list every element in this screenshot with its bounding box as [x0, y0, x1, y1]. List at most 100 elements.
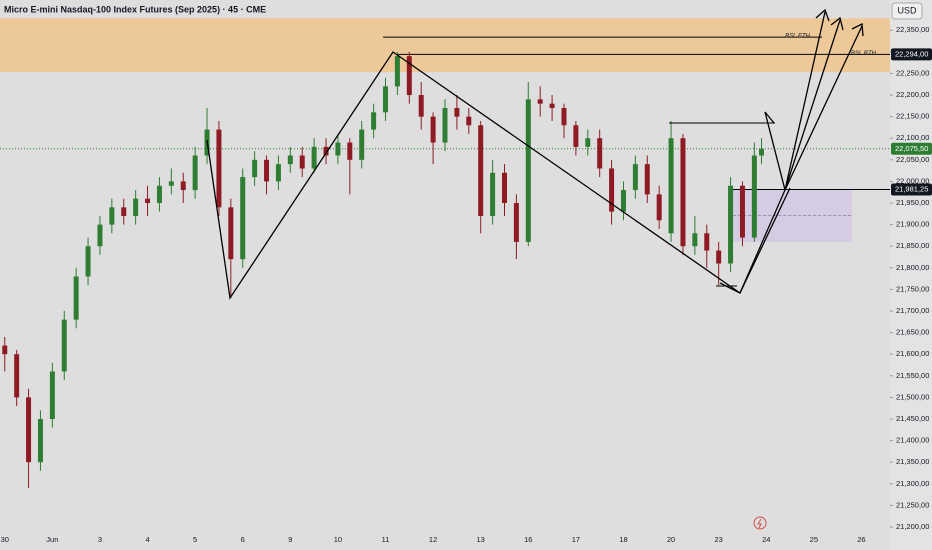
- candle-body: [192, 155, 198, 191]
- candle-body: [585, 138, 591, 147]
- candle-body: [264, 159, 270, 182]
- y-tick-label: 21,700,00: [896, 306, 929, 315]
- y-tick-label: 22,050,00: [896, 155, 929, 164]
- candle-body: [751, 155, 757, 238]
- replay-icon: [753, 516, 767, 530]
- price-badge-label: 22,294,00: [895, 49, 928, 58]
- candle-body: [156, 185, 162, 204]
- candle-body: [549, 103, 555, 108]
- candle-body: [383, 86, 389, 113]
- price-badge: [891, 183, 932, 196]
- x-tick-label: 3: [98, 535, 102, 544]
- candle-body: [632, 164, 638, 191]
- candle-body: [418, 95, 424, 117]
- candle-body: [49, 371, 55, 419]
- y-tick-label: 22,100,00: [896, 133, 929, 142]
- zone: [0, 18, 890, 73]
- candle-body: [490, 172, 496, 216]
- candle-body: [180, 181, 186, 191]
- zigzag-leg: [719, 282, 741, 294]
- candle-body: [228, 207, 234, 260]
- arrow-head: [830, 16, 844, 31]
- candle-body: [394, 56, 400, 87]
- y-tick-label: 22,350,00: [896, 25, 929, 34]
- candle-body: [168, 181, 174, 186]
- y-tick-label: 21,500,00: [896, 392, 929, 401]
- arrow: [784, 19, 841, 191]
- y-tick-label: 21,750,00: [896, 284, 929, 293]
- price-badge: [891, 48, 932, 61]
- price-axis-bg: [890, 0, 932, 550]
- candle-body: [573, 125, 579, 147]
- zigzag: [206, 51, 791, 300]
- candle-body: [656, 194, 662, 221]
- y-tick-label: 22,150,00: [896, 112, 929, 121]
- candle-body: [37, 418, 43, 463]
- candle-body: [371, 112, 377, 130]
- candle-body: [442, 107, 448, 143]
- candle-body: [359, 129, 365, 160]
- y-tick-label: 21,950,00: [896, 198, 929, 207]
- candle-body: [133, 198, 139, 216]
- candle-body: [14, 354, 20, 398]
- x-tick-label: 10: [334, 535, 342, 544]
- candle-body: [406, 56, 412, 96]
- candle-body: [513, 203, 519, 242]
- candle-body: [692, 233, 698, 247]
- candle-body: [109, 207, 115, 225]
- candle-body: [323, 146, 329, 156]
- icon: [757, 518, 762, 529]
- x-tick-label: 30: [1, 535, 9, 544]
- candle-body: [597, 138, 603, 169]
- y-tick-label: 22,250,00: [896, 68, 929, 77]
- candle-body: [454, 107, 460, 117]
- currency-box: [891, 2, 923, 20]
- projection: [739, 111, 786, 294]
- candle-body: [430, 116, 436, 143]
- x-tick-label: 13: [477, 535, 485, 544]
- candle-body: [26, 397, 32, 463]
- candle-body: [73, 276, 79, 320]
- candle-body: [716, 250, 722, 264]
- candle-body: [299, 155, 305, 169]
- y-tick-label: 21,350,00: [896, 457, 929, 466]
- price-badge: [891, 142, 932, 155]
- candle-body: [478, 125, 484, 216]
- candle-body: [620, 190, 626, 212]
- y-tick-label: 21,650,00: [896, 328, 929, 337]
- y-tick-label: 22,000,00: [896, 176, 929, 185]
- zones: [0, 18, 890, 242]
- x-tick-label: 16: [524, 535, 532, 544]
- y-tick-label: 21,800,00: [896, 263, 929, 272]
- x-tick-label: 18: [619, 535, 627, 544]
- price-badge-label: 22,075,50: [895, 144, 928, 153]
- currency: USD: [897, 5, 917, 15]
- y-tick-label: 21,550,00: [896, 371, 929, 380]
- y-tick-label: 21,250,00: [896, 500, 929, 509]
- candle-body: [347, 142, 353, 160]
- x-tick-label: Jun: [46, 535, 58, 544]
- price-badge-label: 21,981,25: [895, 185, 928, 194]
- candle-body: [240, 177, 246, 260]
- y-tick-label: 21,300,00: [896, 479, 929, 488]
- candle-body: [758, 148, 764, 156]
- drawings: [206, 8, 864, 300]
- arrow: [784, 25, 863, 191]
- candle-body: [335, 142, 341, 156]
- candle-body: [561, 107, 567, 126]
- arrow-head: [815, 8, 830, 22]
- y-tick-label: 21,600,00: [896, 349, 929, 358]
- candle-body: [275, 164, 281, 182]
- candle-body: [61, 319, 67, 372]
- y-tick-label: 21,850,00: [896, 241, 929, 250]
- candle-body: [311, 146, 317, 169]
- candle-body: [2, 345, 8, 355]
- x-tick-label: 17: [572, 535, 580, 544]
- candle-body: [525, 99, 531, 242]
- candle-body: [680, 138, 686, 247]
- y-tick-label: 21,450,00: [896, 414, 929, 423]
- x-tick-label: 20: [667, 535, 675, 544]
